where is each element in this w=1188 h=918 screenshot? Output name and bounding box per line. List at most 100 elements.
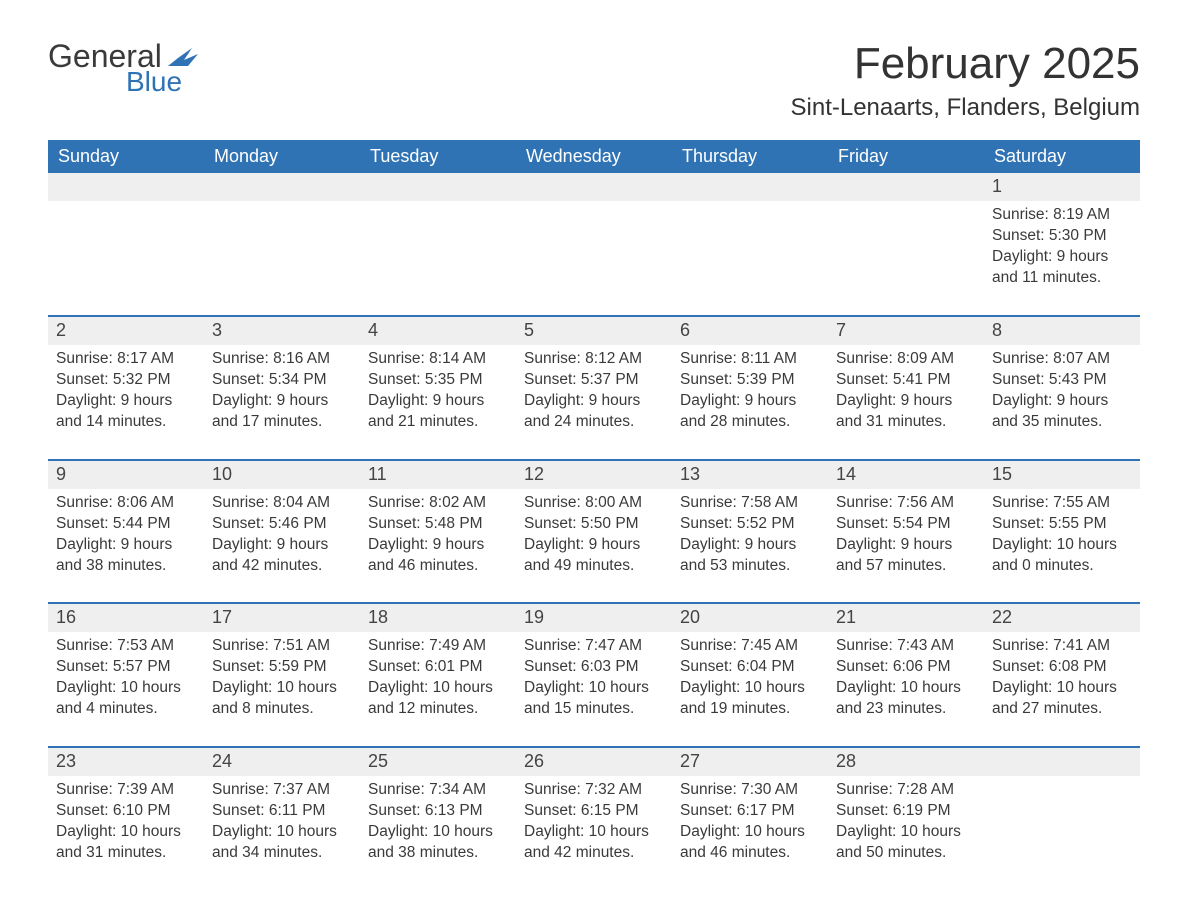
- day-details: [984, 776, 1140, 788]
- day-number: 10: [204, 461, 360, 489]
- day-details: Sunrise: 7:45 AMSunset: 6:04 PMDaylight:…: [672, 632, 828, 728]
- dow-thursday: Thursday: [672, 140, 828, 173]
- day-details: [48, 201, 204, 213]
- daylight-text: Daylight: 9 hours and 38 minutes.: [56, 535, 196, 577]
- sunrise-text: Sunrise: 7:55 AM: [992, 493, 1132, 514]
- day-details: Sunrise: 7:55 AMSunset: 5:55 PMDaylight:…: [984, 489, 1140, 585]
- day-details: Sunrise: 7:58 AMSunset: 5:52 PMDaylight:…: [672, 489, 828, 585]
- day-details: Sunrise: 7:30 AMSunset: 6:17 PMDaylight:…: [672, 776, 828, 872]
- calendar-cell: 14Sunrise: 7:56 AMSunset: 5:54 PMDayligh…: [828, 461, 984, 585]
- calendar-cell: [48, 173, 204, 297]
- day-number: 19: [516, 604, 672, 632]
- calendar-cell: [828, 173, 984, 297]
- sunset-text: Sunset: 6:08 PM: [992, 657, 1132, 678]
- daylight-text: Daylight: 9 hours and 53 minutes.: [680, 535, 820, 577]
- daylight-text: Daylight: 9 hours and 31 minutes.: [836, 391, 976, 433]
- sunrise-text: Sunrise: 7:58 AM: [680, 493, 820, 514]
- sunrise-text: Sunrise: 8:09 AM: [836, 349, 976, 370]
- sunset-text: Sunset: 5:48 PM: [368, 514, 508, 535]
- day-number: 26: [516, 748, 672, 776]
- day-number: 27: [672, 748, 828, 776]
- daylight-text: Daylight: 10 hours and 31 minutes.: [56, 822, 196, 864]
- sunrise-text: Sunrise: 8:11 AM: [680, 349, 820, 370]
- daylight-text: Daylight: 10 hours and 38 minutes.: [368, 822, 508, 864]
- sunset-text: Sunset: 5:43 PM: [992, 370, 1132, 391]
- sunrise-text: Sunrise: 7:51 AM: [212, 636, 352, 657]
- calendar-week: 1Sunrise: 8:19 AMSunset: 5:30 PMDaylight…: [48, 173, 1140, 297]
- day-number: [516, 173, 672, 201]
- calendar-cell: 9Sunrise: 8:06 AMSunset: 5:44 PMDaylight…: [48, 461, 204, 585]
- calendar-cell: 24Sunrise: 7:37 AMSunset: 6:11 PMDayligh…: [204, 748, 360, 872]
- sunset-text: Sunset: 6:11 PM: [212, 801, 352, 822]
- day-details: Sunrise: 7:41 AMSunset: 6:08 PMDaylight:…: [984, 632, 1140, 728]
- calendar-cell: 1Sunrise: 8:19 AMSunset: 5:30 PMDaylight…: [984, 173, 1140, 297]
- calendar-cell: 2Sunrise: 8:17 AMSunset: 5:32 PMDaylight…: [48, 317, 204, 441]
- daylight-text: Daylight: 9 hours and 57 minutes.: [836, 535, 976, 577]
- sunrise-text: Sunrise: 7:49 AM: [368, 636, 508, 657]
- sunrise-text: Sunrise: 8:06 AM: [56, 493, 196, 514]
- day-details: [360, 201, 516, 213]
- day-details: Sunrise: 7:28 AMSunset: 6:19 PMDaylight:…: [828, 776, 984, 872]
- sunset-text: Sunset: 6:15 PM: [524, 801, 664, 822]
- calendar-cell: 4Sunrise: 8:14 AMSunset: 5:35 PMDaylight…: [360, 317, 516, 441]
- day-number: 20: [672, 604, 828, 632]
- sunrise-text: Sunrise: 8:16 AM: [212, 349, 352, 370]
- day-number: [984, 748, 1140, 776]
- sunrise-text: Sunrise: 7:41 AM: [992, 636, 1132, 657]
- day-number: 18: [360, 604, 516, 632]
- daylight-text: Daylight: 10 hours and 50 minutes.: [836, 822, 976, 864]
- sunset-text: Sunset: 5:54 PM: [836, 514, 976, 535]
- daylight-text: Daylight: 9 hours and 35 minutes.: [992, 391, 1132, 433]
- calendar-cell: [360, 173, 516, 297]
- calendar-cell: 6 Sunrise: 8:11 AMSunset: 5:39 PMDaylight…: [672, 317, 828, 441]
- calendar: Sunday Monday Tuesday Wednesday Thursday…: [48, 140, 1140, 871]
- calendar-cell: 23Sunrise: 7:39 AMSunset: 6:10 PMDayligh…: [48, 748, 204, 872]
- day-number: [48, 173, 204, 201]
- day-number: 28: [828, 748, 984, 776]
- sunset-text: Sunset: 6:10 PM: [56, 801, 196, 822]
- daylight-text: Daylight: 9 hours and 49 minutes.: [524, 535, 664, 577]
- sunrise-text: Sunrise: 7:53 AM: [56, 636, 196, 657]
- daylight-text: Daylight: 10 hours and 46 minutes.: [680, 822, 820, 864]
- day-number: 17: [204, 604, 360, 632]
- day-number: 6: [672, 317, 828, 345]
- day-details: Sunrise: 7:39 AMSunset: 6:10 PMDaylight:…: [48, 776, 204, 872]
- calendar-week: 2Sunrise: 8:17 AMSunset: 5:32 PMDaylight…: [48, 315, 1140, 441]
- weeks-container: 1Sunrise: 8:19 AMSunset: 5:30 PMDaylight…: [48, 173, 1140, 871]
- day-details: Sunrise: 7:49 AMSunset: 6:01 PMDaylight:…: [360, 632, 516, 728]
- day-number: [672, 173, 828, 201]
- day-number: 11: [360, 461, 516, 489]
- sunset-text: Sunset: 5:39 PM: [680, 370, 820, 391]
- day-details: [516, 201, 672, 213]
- day-number: 21: [828, 604, 984, 632]
- calendar-cell: 18Sunrise: 7:49 AMSunset: 6:01 PMDayligh…: [360, 604, 516, 728]
- day-number: 2: [48, 317, 204, 345]
- daylight-text: Daylight: 10 hours and 4 minutes.: [56, 678, 196, 720]
- sunrise-text: Sunrise: 7:56 AM: [836, 493, 976, 514]
- day-details: Sunrise: 8:09 AMSunset: 5:41 PMDaylight:…: [828, 345, 984, 441]
- sunset-text: Sunset: 6:19 PM: [836, 801, 976, 822]
- calendar-cell: 28Sunrise: 7:28 AMSunset: 6:19 PMDayligh…: [828, 748, 984, 872]
- day-details: Sunrise: 8:16 AMSunset: 5:34 PMDaylight:…: [204, 345, 360, 441]
- day-details: [828, 201, 984, 213]
- daylight-text: Daylight: 10 hours and 15 minutes.: [524, 678, 664, 720]
- calendar-cell: 13Sunrise: 7:58 AMSunset: 5:52 PMDayligh…: [672, 461, 828, 585]
- day-number: 16: [48, 604, 204, 632]
- calendar-cell: 21Sunrise: 7:43 AMSunset: 6:06 PMDayligh…: [828, 604, 984, 728]
- day-details: Sunrise: 8:04 AMSunset: 5:46 PMDaylight:…: [204, 489, 360, 585]
- day-details: Sunrise: 7:53 AMSunset: 5:57 PMDaylight:…: [48, 632, 204, 728]
- day-details: Sunrise: 8:06 AMSunset: 5:44 PMDaylight:…: [48, 489, 204, 585]
- sunrise-text: Sunrise: 7:37 AM: [212, 780, 352, 801]
- day-details: Sunrise: 7:43 AMSunset: 6:06 PMDaylight:…: [828, 632, 984, 728]
- sunset-text: Sunset: 5:46 PM: [212, 514, 352, 535]
- sunrise-text: Sunrise: 7:39 AM: [56, 780, 196, 801]
- daylight-text: Daylight: 10 hours and 34 minutes.: [212, 822, 352, 864]
- sunrise-text: Sunrise: 8:00 AM: [524, 493, 664, 514]
- calendar-cell: 3Sunrise: 8:16 AMSunset: 5:34 PMDaylight…: [204, 317, 360, 441]
- brand-word-2: Blue: [126, 68, 202, 96]
- calendar-cell: 27Sunrise: 7:30 AMSunset: 6:17 PMDayligh…: [672, 748, 828, 872]
- daylight-text: Daylight: 10 hours and 8 minutes.: [212, 678, 352, 720]
- sunset-text: Sunset: 5:55 PM: [992, 514, 1132, 535]
- daylight-text: Daylight: 9 hours and 28 minutes.: [680, 391, 820, 433]
- brand-logo: General Blue: [48, 40, 202, 96]
